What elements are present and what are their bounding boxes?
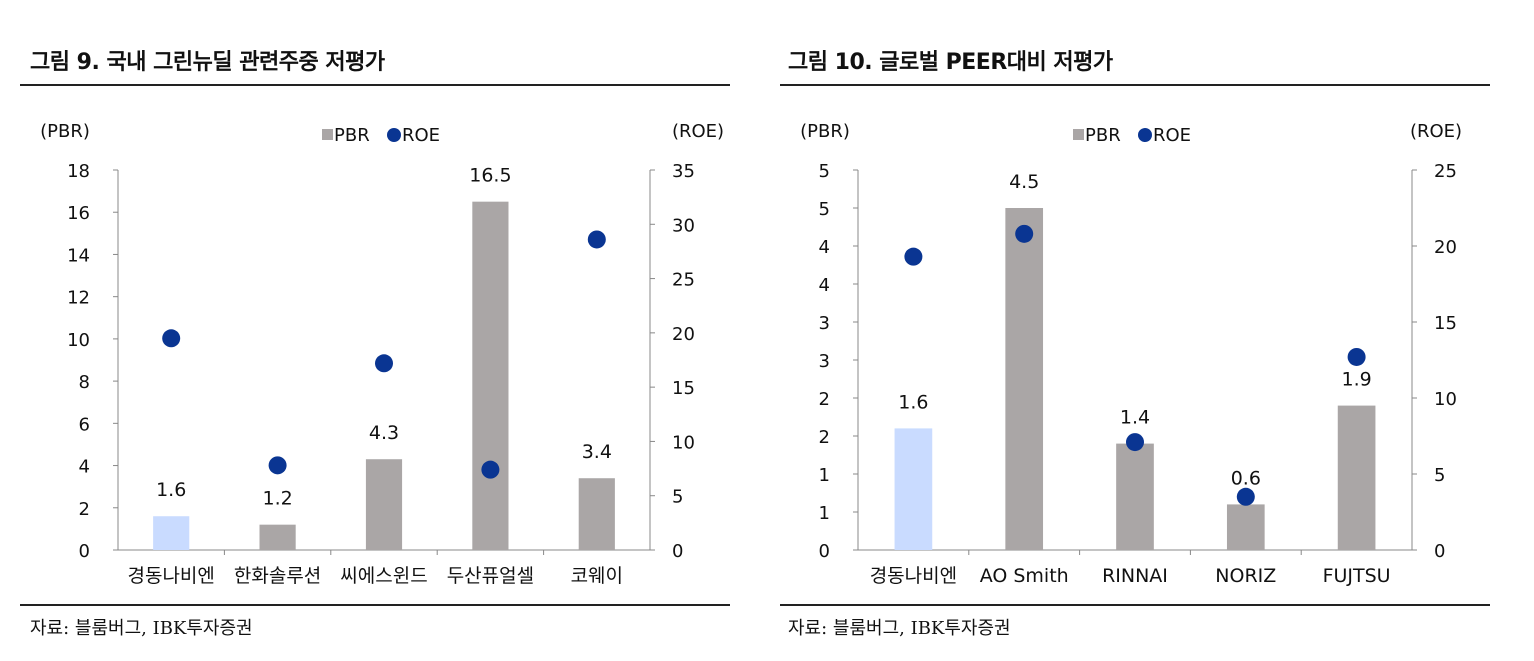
roe-point xyxy=(1347,347,1366,366)
y-left-tick-label: 4 xyxy=(79,457,90,478)
figure-10-chart: (PBR) (ROE) PBR ROE 0 1 1 2 2 3 3 4 4 5 5 0 5 10 15 20 25 1.6… xyxy=(800,121,1462,587)
y-right-tick-label: 5 xyxy=(1434,465,1445,486)
y-left-tick-label: 1 xyxy=(819,465,830,486)
y-left-tick-label: 4 xyxy=(819,237,830,258)
figure-10-title: 그림 10. 글로벌 PEER대비 저평가 xyxy=(788,50,1113,75)
category-label: 코웨이 xyxy=(571,565,623,587)
roe-point xyxy=(268,456,287,475)
y-left-tick-label: 3 xyxy=(819,313,830,334)
y-right-tick-label: 5 xyxy=(672,487,683,508)
y-right-tick-label: 35 xyxy=(672,161,695,182)
y-left-tick-label: 10 xyxy=(67,330,90,351)
bar-pbr xyxy=(1116,443,1154,550)
y-left-tick-label: 4 xyxy=(819,275,830,296)
bar-pbr xyxy=(153,516,190,550)
bar-pbr xyxy=(578,478,615,550)
bar-data-label: 3.4 xyxy=(582,441,612,463)
roe-point xyxy=(587,230,606,249)
category-label: FUJTSU xyxy=(1323,565,1391,587)
legend-roe-marker xyxy=(1138,128,1152,142)
bar-pbr xyxy=(894,428,933,550)
y-axis-right-label: (ROE) xyxy=(672,121,724,142)
y-right-tick-label: 20 xyxy=(1434,237,1457,258)
bar-pbr xyxy=(1337,405,1376,550)
category-label: 씨에스윈드 xyxy=(340,565,427,587)
y-left-tick-label: 2 xyxy=(79,499,90,520)
y-right-tick-label: 15 xyxy=(672,378,695,399)
figure-9-title-rule xyxy=(20,84,730,86)
y-right-tick-label: 20 xyxy=(672,324,695,345)
y-right-tick-label: 0 xyxy=(1434,541,1445,562)
legend-pbr-swatch xyxy=(322,129,333,140)
y-right-tick-label: 25 xyxy=(672,270,695,291)
bar-pbr xyxy=(472,201,509,550)
y-left-tick-label: 2 xyxy=(819,389,830,410)
category-label: 두산퓨얼셀 xyxy=(447,565,534,587)
bar-data-label: 1.4 xyxy=(1120,407,1150,429)
y-right-tick-label: 10 xyxy=(672,432,695,453)
legend-pbr-label: PBR xyxy=(334,125,370,146)
y-right-tick-label: 25 xyxy=(1434,161,1457,182)
roe-point xyxy=(1236,487,1255,506)
category-label: AO Smith xyxy=(980,565,1069,587)
figure-10-panel: 그림 10. 글로벌 PEER대비 저평가 (PBR) (ROE) PBR ROE 0 1… xyxy=(770,0,1510,661)
category-label: NORIZ xyxy=(1215,565,1276,587)
bar-data-label: 4.5 xyxy=(1009,171,1039,193)
roe-point xyxy=(1126,433,1144,452)
category-label: 경동나비엔 xyxy=(127,565,214,587)
roe-point xyxy=(904,247,923,266)
bar-pbr xyxy=(365,459,403,550)
legend-pbr-label: PBR xyxy=(1085,125,1121,146)
y-left-tick-label: 18 xyxy=(67,161,90,182)
y-right-tick-label: 30 xyxy=(672,215,695,236)
bar-data-label: 1.6 xyxy=(898,391,928,413)
y-left-tick-label: 3 xyxy=(819,351,830,372)
figure-9-source: 자료: 블룸버그, IBK투자증권 xyxy=(30,618,253,639)
y-left-tick-label: 2 xyxy=(819,427,830,448)
y-left-tick-label: 12 xyxy=(67,288,90,309)
figure-9-title: 그림 9. 국내 그린뉴딜 관련주중 저평가 xyxy=(30,50,385,75)
y-right-tick-label: 10 xyxy=(1434,389,1457,410)
category-label: 경동나비엔 xyxy=(870,565,957,587)
bar-data-label: 4.3 xyxy=(369,422,399,444)
legend-roe-marker xyxy=(387,128,401,142)
bar-data-label: 0.6 xyxy=(1231,467,1261,489)
bar-data-label: 16.5 xyxy=(469,165,511,187)
y-axis-left-label: (PBR) xyxy=(40,121,90,142)
y-left-tick-label: 14 xyxy=(67,245,90,266)
y-right-tick-label: 0 xyxy=(672,541,683,562)
figure-9-bottom-rule xyxy=(20,604,730,606)
bar-pbr xyxy=(1005,208,1044,550)
y-left-tick-label: 0 xyxy=(819,541,830,562)
roe-point xyxy=(375,354,393,373)
figure-10-bottom-rule xyxy=(780,604,1490,606)
figure-10-source: 자료: 블룸버그, IBK투자증권 xyxy=(788,618,1011,639)
legend-roe-label: ROE xyxy=(402,125,440,146)
y-left-tick-label: 1 xyxy=(819,503,830,524)
figure-9-chart: (PBR) (ROE) PBR ROE 0 2 4 6 8 10 12 14 16 18 0 5 10 15 20 2… xyxy=(40,121,724,587)
figure-9-panel: 그림 9. 국내 그린뉴딜 관련주중 저평가 (PBR) (ROE) PBR ROE 0… xyxy=(0,0,740,661)
y-axis-right-label: (ROE) xyxy=(1410,121,1462,142)
bar-pbr xyxy=(259,524,296,550)
legend-pbr-swatch xyxy=(1073,129,1084,140)
y-left-tick-label: 16 xyxy=(67,203,90,224)
figure-10-title-rule xyxy=(780,84,1490,86)
y-left-tick-label: 8 xyxy=(79,372,90,393)
category-label: 한화솔루션 xyxy=(234,565,321,587)
y-left-tick-label: 6 xyxy=(79,414,90,435)
y-axis-left-label: (PBR) xyxy=(800,121,850,142)
bar-data-label: 1.9 xyxy=(1341,369,1371,391)
y-left-tick-label: 5 xyxy=(819,199,830,220)
category-label: RINNAI xyxy=(1102,565,1168,587)
roe-point xyxy=(481,460,500,479)
roe-point xyxy=(162,329,181,348)
y-left-tick-label: 0 xyxy=(79,541,90,562)
legend-roe-label: ROE xyxy=(1153,125,1191,146)
bar-pbr xyxy=(1226,504,1265,550)
roe-point xyxy=(1015,224,1034,243)
bar-data-label: 1.2 xyxy=(262,488,292,510)
bar-data-label: 1.6 xyxy=(156,479,186,501)
y-right-tick-label: 15 xyxy=(1434,313,1457,334)
y-left-tick-label: 5 xyxy=(819,161,830,182)
